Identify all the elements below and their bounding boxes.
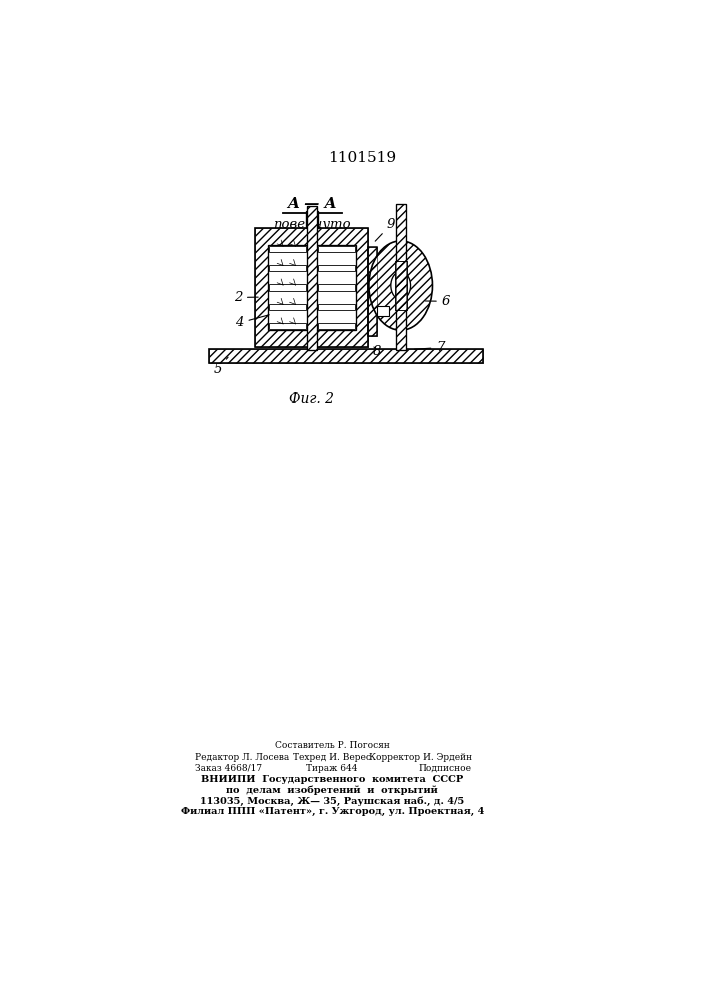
Text: 1101519: 1101519: [328, 151, 397, 165]
Bar: [305, 211, 318, 228]
Bar: [307, 206, 317, 350]
Text: Заказ 4668/17: Заказ 4668/17: [195, 764, 262, 773]
Bar: [396, 204, 406, 350]
Text: A — A: A — A: [287, 197, 337, 211]
Bar: [396, 204, 406, 350]
Text: повернуто: повернуто: [273, 218, 351, 231]
Text: 6: 6: [426, 295, 450, 308]
Text: Филиал ППП «Патент», г. Ужгород, ул. Проектная, 4: Филиал ППП «Патент», г. Ужгород, ул. Про…: [180, 807, 484, 816]
Bar: [318, 304, 355, 310]
Text: Корректор И. Эрдейн: Корректор И. Эрдейн: [369, 753, 472, 762]
Bar: [255, 228, 368, 347]
Circle shape: [369, 241, 433, 330]
Text: по  делам  изобретений  и  открытий: по делам изобретений и открытий: [226, 785, 438, 795]
Text: 7: 7: [414, 341, 445, 354]
Bar: [395, 261, 407, 310]
Bar: [318, 265, 355, 271]
Text: 8: 8: [373, 345, 382, 358]
Bar: [318, 323, 355, 329]
Text: 113035, Москва, Ж— 35, Раушская наб., д. 4/5: 113035, Москва, Ж— 35, Раушская наб., д.…: [200, 796, 464, 806]
Bar: [368, 247, 377, 336]
Text: 4: 4: [235, 315, 269, 329]
Text: 5: 5: [214, 357, 228, 376]
Text: Техред И. Верес: Техред И. Верес: [293, 753, 371, 762]
Bar: [307, 206, 317, 350]
Bar: [255, 228, 368, 347]
Bar: [269, 265, 306, 271]
Bar: [269, 304, 306, 310]
Bar: [269, 323, 306, 329]
Bar: [209, 349, 483, 363]
Bar: [318, 284, 355, 291]
Bar: [368, 247, 377, 336]
Text: 9: 9: [375, 218, 395, 241]
Bar: [267, 245, 356, 330]
Text: Подписное: Подписное: [419, 764, 472, 773]
Bar: [305, 211, 318, 228]
Text: Тираж 644: Тираж 644: [306, 764, 358, 773]
Bar: [269, 284, 306, 291]
Text: Составитель Р. Погосян: Составитель Р. Погосян: [275, 741, 390, 750]
Bar: [269, 246, 306, 252]
Bar: [377, 306, 389, 316]
Text: 2: 2: [233, 291, 258, 304]
Text: Фиг. 2: Фиг. 2: [289, 392, 334, 406]
Bar: [209, 349, 483, 363]
Circle shape: [391, 272, 411, 299]
Bar: [395, 261, 407, 310]
Text: ВНИИПИ  Государственного  комитета  СССР: ВНИИПИ Государственного комитета СССР: [201, 774, 463, 784]
Text: Редактор Л. Лосева: Редактор Л. Лосева: [195, 753, 289, 762]
Bar: [318, 246, 355, 252]
